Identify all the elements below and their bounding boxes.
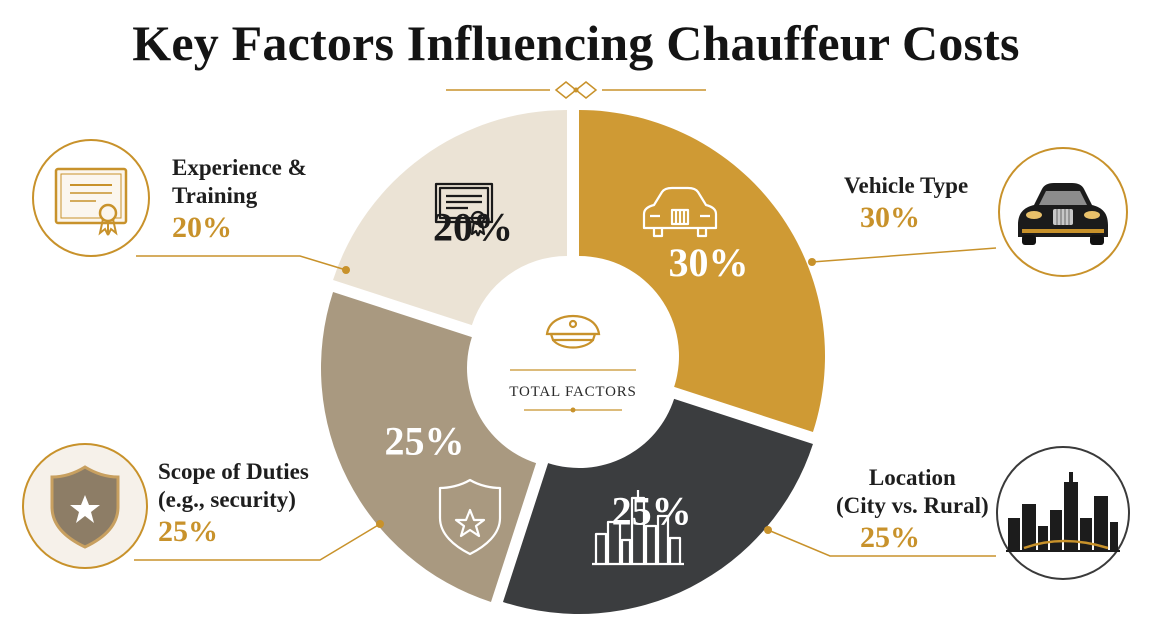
luxury-car-icon xyxy=(1018,183,1108,245)
callout-name: Scope of Duties xyxy=(158,459,309,484)
callout-vehicle-type: Vehicle Type 30% xyxy=(844,172,968,236)
location-badge xyxy=(996,446,1130,580)
chauffeur-cap-icon xyxy=(545,314,601,349)
slice-label-location: 25% xyxy=(612,489,692,534)
callout-name: Vehicle Type xyxy=(844,173,969,198)
donut-center xyxy=(475,264,671,460)
scope-badge xyxy=(22,443,148,569)
page-title: Key Factors Influencing Chauffeur Costs xyxy=(132,15,1020,71)
connector-dot-experience-training xyxy=(342,266,350,274)
city-skyline-icon xyxy=(1006,472,1120,552)
slice-vehicle-type xyxy=(579,110,825,433)
slice-label-experience-training: 20% xyxy=(433,205,513,250)
callout-experience-training: Experience & Training 20% xyxy=(172,154,307,246)
slice-label-vehicle-type: 30% xyxy=(668,240,748,285)
connector-dot-vehicle-type xyxy=(808,258,816,266)
slice-scope-of-duties xyxy=(321,291,537,602)
slice-certificate-icon xyxy=(434,182,494,237)
connector-vehicle-type xyxy=(811,247,997,263)
callout-name: Location xyxy=(868,465,956,490)
certificate-icon xyxy=(54,167,128,236)
callout-value: 30% xyxy=(860,201,920,234)
slice-location xyxy=(502,398,813,614)
callout-name-line2: (e.g., security) xyxy=(158,487,296,512)
experience-badge xyxy=(32,139,150,257)
callout-name-line2: (City vs. Rural) xyxy=(836,493,989,518)
connector-location xyxy=(767,529,996,557)
slice-luxury-car-icon xyxy=(642,186,718,238)
callout-value: 20% xyxy=(172,211,232,244)
slice-city-skyline-icon xyxy=(592,490,684,566)
shield-star-icon xyxy=(50,465,120,549)
slice-label-scope-of-duties: 25% xyxy=(384,419,464,464)
callout-name-line2: Training xyxy=(172,183,258,208)
callout-scope-of-duties: Scope of Duties (e.g., security) 25% xyxy=(158,458,309,550)
connector-scope-of-duties xyxy=(134,523,381,561)
vehicle-badge xyxy=(998,147,1128,277)
callout-value: 25% xyxy=(860,521,920,554)
title-ornament xyxy=(446,81,706,99)
callout-value: 25% xyxy=(158,515,218,548)
connector-dot-scope-of-duties xyxy=(376,520,384,528)
connector-experience-training xyxy=(136,255,347,271)
callout-name: Experience & xyxy=(172,155,307,180)
callout-location: Location (City vs. Rural) 25% xyxy=(836,464,989,556)
slice-shield-star-icon xyxy=(438,478,502,556)
center-label: TOTAL FACTORS xyxy=(509,384,636,400)
connector-dot-location xyxy=(764,526,772,534)
